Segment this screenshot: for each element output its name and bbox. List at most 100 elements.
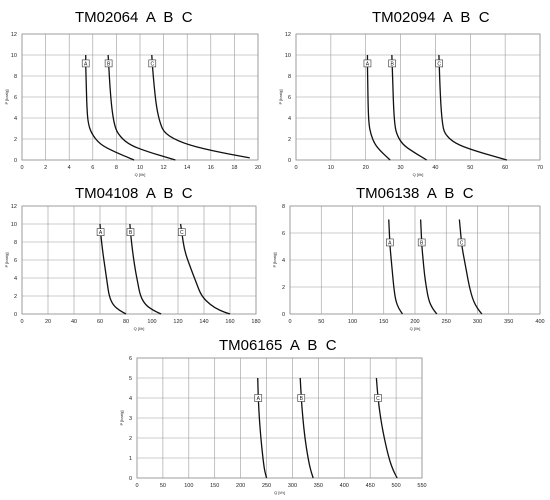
x-tick-label: 40 <box>71 319 77 325</box>
x-tick-label: 0 <box>20 319 23 325</box>
x-tick-label: 60 <box>97 319 103 325</box>
series-label-c: C <box>376 396 380 402</box>
x-axis-label: Q [l/h] <box>274 490 285 495</box>
y-tick-label: 0 <box>14 158 17 164</box>
series-label-b: B <box>107 61 111 67</box>
y-tick-label: 10 <box>11 222 17 228</box>
y-tick-label: 8 <box>14 74 17 80</box>
x-tick-label: 150 <box>210 483 219 489</box>
series-label-c: C <box>150 61 154 67</box>
y-tick-label: 4 <box>282 258 285 264</box>
y-tick-label: 2 <box>14 137 17 143</box>
x-tick-label: 50 <box>318 319 324 325</box>
y-tick-label: 2 <box>282 285 285 291</box>
x-axis-label: Q [l/h] <box>134 326 145 331</box>
y-axis-label: P [bar/g] <box>278 89 283 104</box>
series-marker-box <box>457 238 466 247</box>
x-tick-label: 400 <box>535 319 544 325</box>
series-marker-box <box>148 59 157 68</box>
x-tick-label: 20 <box>45 319 51 325</box>
y-tick-label: 4 <box>288 116 291 122</box>
x-tick-label: 180 <box>251 319 260 325</box>
y-tick-label: 12 <box>11 204 17 210</box>
y-tick-label: 0 <box>129 476 132 482</box>
x-tick-label: 18 <box>231 165 237 171</box>
x-tick-label: 200 <box>410 319 419 325</box>
series-marker-box <box>104 59 113 68</box>
series-marker-box <box>374 394 382 402</box>
x-tick-label: 8 <box>115 165 118 171</box>
y-tick-label: 12 <box>285 32 291 38</box>
y-tick-label: 6 <box>282 231 285 237</box>
y-axis-label: P [bar/g] <box>119 410 124 425</box>
y-tick-label: 10 <box>11 53 17 59</box>
y-tick-label: 4 <box>129 396 132 402</box>
x-tick-label: 50 <box>160 483 166 489</box>
series-marker-box <box>417 238 426 247</box>
x-tick-label: 160 <box>225 319 234 325</box>
x-tick-label: 4 <box>68 165 71 171</box>
series-line-c <box>458 219 483 315</box>
x-tick-label: 100 <box>184 483 193 489</box>
y-tick-label: 6 <box>14 95 17 101</box>
x-tick-label: 16 <box>208 165 214 171</box>
series-marker-box <box>126 228 135 236</box>
x-tick-label: 350 <box>314 483 323 489</box>
x-tick-label: 2 <box>44 165 47 171</box>
x-tick-label: 40 <box>432 165 438 171</box>
series-label-c: C <box>437 61 441 67</box>
x-tick-label: 150 <box>379 319 388 325</box>
series-line-c <box>375 377 398 479</box>
series-label-c: C <box>180 230 184 236</box>
x-axis-label: Q [l/h] <box>410 326 421 331</box>
series-label-b: B <box>129 230 133 236</box>
series-label-a: A <box>366 61 370 67</box>
y-tick-label: 8 <box>282 204 285 210</box>
y-axis-label: P [bar/g] <box>272 252 277 267</box>
x-tick-label: 50 <box>467 165 473 171</box>
series-marker-box <box>363 59 372 68</box>
y-tick-label: 0 <box>14 312 17 318</box>
x-tick-label: 300 <box>473 319 482 325</box>
series-label-a: A <box>99 230 103 236</box>
y-tick-label: 8 <box>288 74 291 80</box>
x-axis-label: Q [l/h] <box>413 172 424 177</box>
x-tick-label: 60 <box>502 165 508 171</box>
x-tick-label: 550 <box>417 483 426 489</box>
x-tick-label: 80 <box>123 319 129 325</box>
x-tick-label: 500 <box>391 483 400 489</box>
y-tick-label: 2 <box>14 294 17 300</box>
series-line-a <box>257 377 268 479</box>
y-tick-label: 2 <box>288 137 291 143</box>
series-line-b <box>299 377 314 479</box>
series-marker-box <box>254 394 263 402</box>
series-label-b: B <box>300 396 304 402</box>
chart-title: TM02064 A B C <box>75 9 193 26</box>
series-label-c: C <box>460 240 464 246</box>
series-marker-box <box>81 59 90 68</box>
x-tick-label: 200 <box>236 483 245 489</box>
y-tick-label: 0 <box>288 158 291 164</box>
x-tick-label: 250 <box>262 483 271 489</box>
x-tick-label: 300 <box>288 483 297 489</box>
series-marker-box <box>388 59 396 68</box>
series-marker-box <box>386 238 394 247</box>
x-tick-label: 0 <box>294 165 297 171</box>
x-tick-label: 140 <box>199 319 208 325</box>
x-tick-label: 100 <box>348 319 357 325</box>
x-tick-label: 20 <box>363 165 369 171</box>
x-tick-label: 0 <box>20 165 23 171</box>
y-tick-label: 6 <box>14 258 17 264</box>
x-axis-label: Q [l/h] <box>135 172 146 177</box>
y-tick-label: 1 <box>129 456 132 462</box>
chart-title: TM06165 A B C <box>219 337 337 354</box>
y-tick-label: 4 <box>14 276 17 282</box>
x-tick-label: 350 <box>504 319 513 325</box>
y-tick-label: 12 <box>11 32 17 38</box>
series-label-a: A <box>84 61 88 67</box>
x-tick-label: 10 <box>328 165 334 171</box>
series-marker-box <box>96 228 105 236</box>
